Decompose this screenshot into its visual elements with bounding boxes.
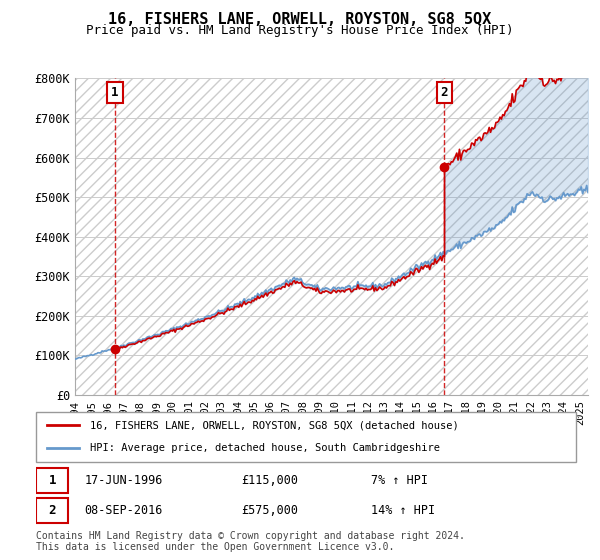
Text: 17-JUN-1996: 17-JUN-1996 (85, 474, 163, 487)
Text: 16, FISHERS LANE, ORWELL, ROYSTON, SG8 5QX (detached house): 16, FISHERS LANE, ORWELL, ROYSTON, SG8 5… (90, 420, 459, 430)
Text: 14% ↑ HPI: 14% ↑ HPI (371, 504, 435, 517)
Text: 2: 2 (440, 86, 448, 99)
Text: 1: 1 (112, 86, 119, 99)
Text: 2: 2 (49, 504, 56, 517)
Text: HPI: Average price, detached house, South Cambridgeshire: HPI: Average price, detached house, Sout… (90, 444, 440, 454)
FancyBboxPatch shape (36, 468, 68, 493)
FancyBboxPatch shape (36, 412, 576, 462)
Text: £115,000: £115,000 (241, 474, 298, 487)
Text: £575,000: £575,000 (241, 504, 298, 517)
Text: 08-SEP-2016: 08-SEP-2016 (85, 504, 163, 517)
Text: Contains HM Land Registry data © Crown copyright and database right 2024.
This d: Contains HM Land Registry data © Crown c… (36, 531, 465, 553)
Text: 1: 1 (49, 474, 56, 487)
Text: 7% ↑ HPI: 7% ↑ HPI (371, 474, 428, 487)
Text: 16, FISHERS LANE, ORWELL, ROYSTON, SG8 5QX: 16, FISHERS LANE, ORWELL, ROYSTON, SG8 5… (109, 12, 491, 27)
FancyBboxPatch shape (36, 498, 68, 522)
Text: Price paid vs. HM Land Registry's House Price Index (HPI): Price paid vs. HM Land Registry's House … (86, 24, 514, 36)
